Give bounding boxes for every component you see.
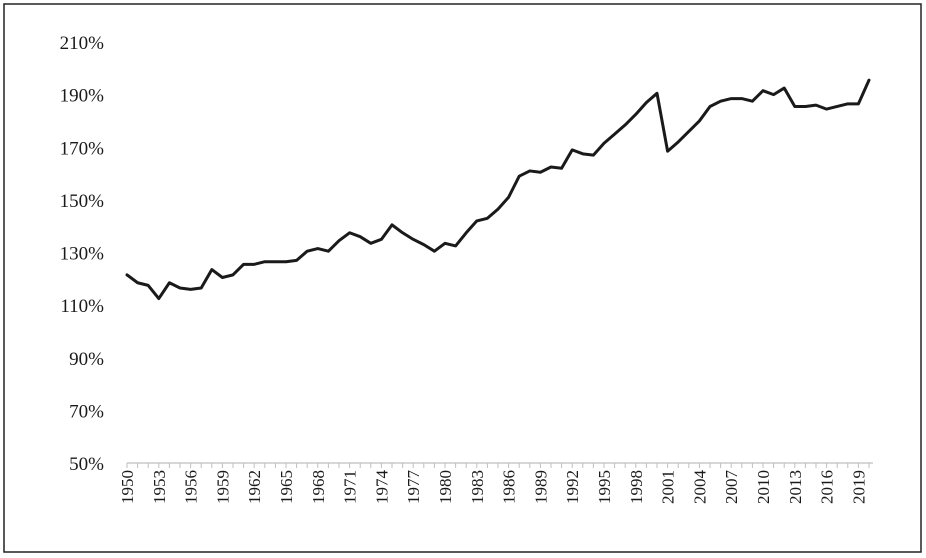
x-tick-label: 2016 bbox=[818, 470, 837, 504]
y-tick-label: 150% bbox=[60, 191, 105, 212]
chart-border bbox=[3, 3, 922, 553]
x-tick-label: 1974 bbox=[372, 470, 391, 505]
x-tick-label: 1992 bbox=[563, 470, 582, 504]
x-tick-label: 1986 bbox=[500, 470, 519, 504]
x-tick-label: 1962 bbox=[245, 470, 264, 504]
y-tick-label: 130% bbox=[60, 244, 105, 265]
y-axis: 50% 70% 90% 110% 130% 150% 170% 190% 210% bbox=[60, 33, 105, 475]
x-tick-label: 1998 bbox=[627, 470, 646, 504]
y-tick-label: 110% bbox=[60, 296, 104, 317]
y-tick-label: 50% bbox=[69, 454, 104, 475]
x-tick-label: 1977 bbox=[404, 470, 423, 505]
x-tick-label: 1950 bbox=[118, 470, 137, 504]
series-group bbox=[125, 78, 871, 301]
x-tick-label: 1995 bbox=[595, 470, 614, 504]
x-tick-label: 2013 bbox=[786, 470, 805, 504]
x-tick-label: 2010 bbox=[754, 470, 773, 504]
x-tick-label: 1965 bbox=[277, 470, 296, 504]
y-tick-label: 70% bbox=[69, 401, 104, 422]
y-tick-label: 190% bbox=[60, 86, 105, 107]
y-tick-label: 170% bbox=[60, 138, 105, 159]
x-tick-label: 1968 bbox=[309, 470, 328, 504]
x-tick-label: 1956 bbox=[182, 470, 201, 504]
x-tick-label: 1959 bbox=[213, 470, 232, 504]
x-tick-label: 2004 bbox=[690, 470, 709, 505]
x-tick-label: 2019 bbox=[849, 470, 868, 504]
x-tick-label: 1953 bbox=[150, 470, 169, 504]
series-line bbox=[125, 78, 871, 301]
x-tick-label: 2001 bbox=[659, 470, 678, 504]
x-axis: 1950 1953 1956 1959 1962 1965 1968 1971 1974 1977… bbox=[118, 462, 873, 505]
y-tick-label: 90% bbox=[69, 349, 104, 370]
x-tick-label: 1983 bbox=[468, 470, 487, 504]
x-tick-label: 1989 bbox=[531, 470, 550, 504]
y-tick-label: 210% bbox=[60, 33, 105, 54]
x-tick-label: 1980 bbox=[436, 470, 455, 504]
x-tick-label: 2007 bbox=[722, 470, 741, 505]
x-tick-label: 1971 bbox=[341, 470, 360, 504]
